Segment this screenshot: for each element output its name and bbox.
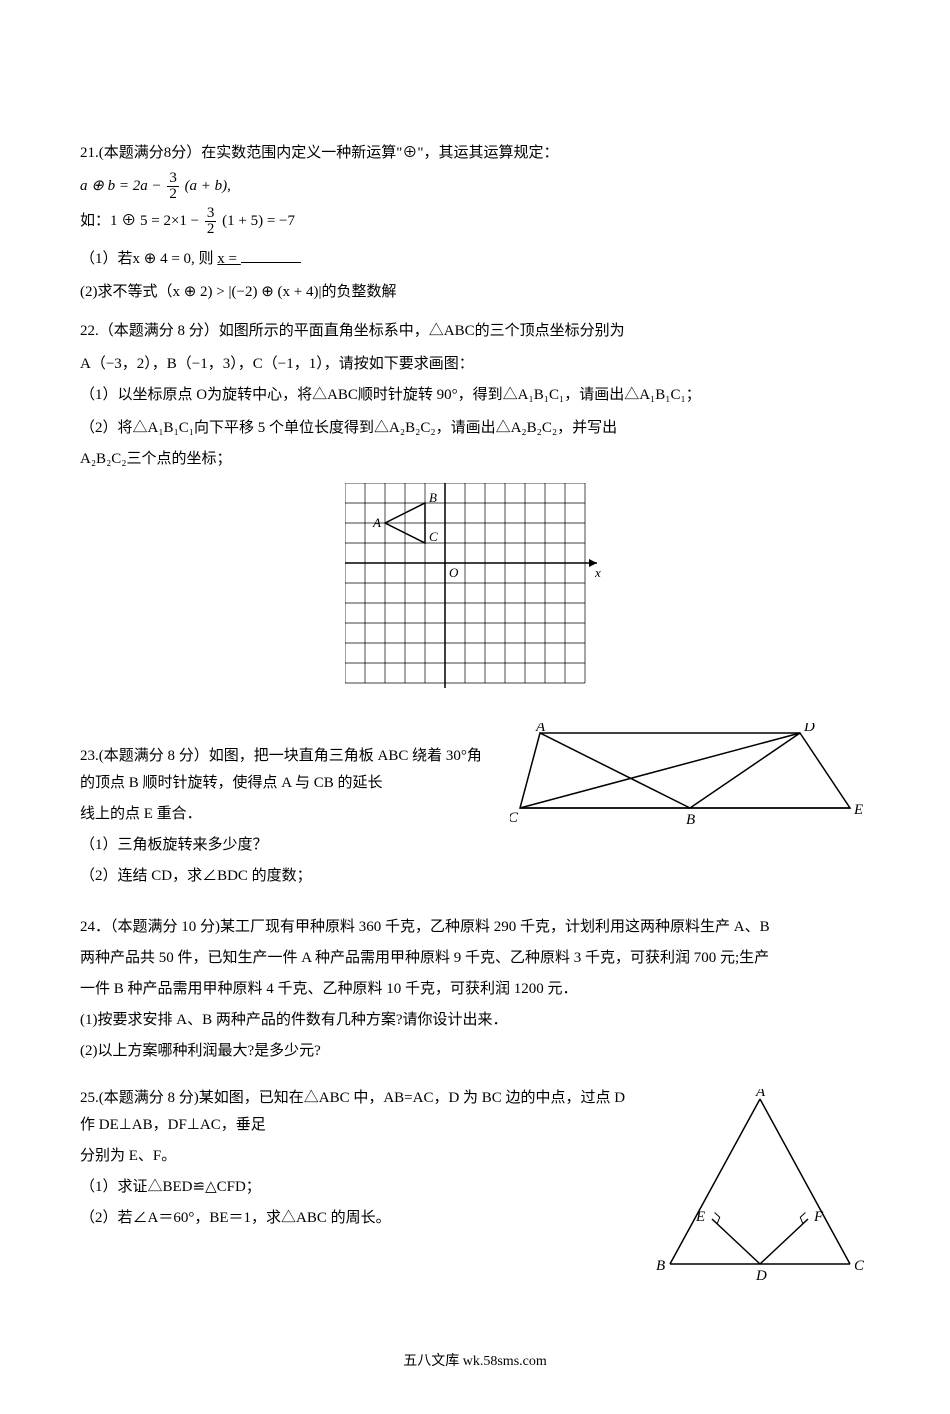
q21-f2-prefix: 如：1 ⊕ 5 = 2×1 − (80, 213, 203, 229)
svg-text:A: A (755, 1089, 766, 1100)
q21-f1-prefix: a ⊕ b = 2a − (80, 178, 165, 194)
q24-line1: 24．（本题满分 10 分)某工厂现有甲种原料 360 千克，乙种原料 290 … (80, 914, 870, 941)
q21-formula-1: a ⊕ b = 2a − 3 2 (a + b), (80, 171, 870, 202)
q25-svg: A B C D E F (650, 1089, 870, 1289)
q22-line1: 22.（本题满分 8 分）如图所示的平面直角坐标系中，△ABC的三个顶点坐标分别… (80, 318, 870, 345)
q23-figure: A C B E D (510, 723, 870, 843)
svg-text:D: D (803, 723, 815, 735)
svg-text:C: C (510, 810, 519, 826)
svg-text:E: E (853, 802, 863, 818)
q21-f2-suffix: (1 + 5) = −7 (222, 213, 295, 229)
q23-line4: （2）连结 CD，求∠BDC 的度数； (80, 863, 870, 890)
q21-title: 21.(本题满分8分）在实数范围内定义一种新运算"⊕"，其运其运算规定： (80, 140, 870, 167)
q24-line4: (1)按要求安排 A、B 两种产品的件数有几种方案?请你设计出来． (80, 1007, 870, 1034)
svg-text:B: B (656, 1258, 665, 1274)
svg-text:C: C (429, 529, 438, 544)
q21-part2: (2)求不等式（x ⊕ 2) > |(−2) ⊕ (x + 4)|的负整数解 (80, 279, 870, 306)
q24-line5: (2)以上方案哪种利润最大?是多少元? (80, 1038, 870, 1065)
q21-frac1-num: 3 (167, 171, 179, 187)
q22-line3: （1）以坐标原点 O为旋转中心，将△ABC顺时针旋转 90°，得到△A₁B₁C₁… (80, 382, 870, 409)
q22-line5: A₂B₂C₂三个点的坐标； (80, 446, 870, 473)
q21-blank (241, 245, 301, 263)
svg-text:B: B (429, 490, 437, 505)
q22-coordinate-grid: yxOABC (345, 483, 605, 713)
svg-text:x: x (594, 565, 601, 580)
q22-line4: （2）将△A₁B₁C₁向下平移 5 个单位长度得到△A₂B₂C₂，请画出△A₂B… (80, 415, 870, 442)
q22-line2: A（−3，2），B（−1，3），C（−1，1），请按如下要求画图： (80, 351, 870, 378)
q21-part1: （1）若x ⊕ 4 = 0, 则 x = (80, 245, 870, 273)
q21-p1-x: x = (217, 251, 240, 267)
q21-frac1: 3 2 (167, 171, 179, 202)
q21-frac2-den: 2 (205, 222, 217, 237)
svg-text:B: B (686, 812, 695, 828)
q21-frac2: 3 2 (205, 206, 217, 237)
svg-text:E: E (695, 1209, 705, 1225)
q24-line3: 一件 B 种产品需用甲种原料 4 千克、乙种原料 10 千克，可获利润 1200… (80, 976, 870, 1003)
svg-text:C: C (854, 1258, 865, 1274)
svg-text:O: O (449, 565, 459, 580)
coord-grid-svg: yxOABC (345, 483, 605, 713)
q21-f1-suffix: (a + b), (185, 178, 231, 194)
svg-text:F: F (813, 1209, 824, 1225)
svg-text:A: A (372, 515, 381, 530)
q25-figure: A B C D E F (650, 1089, 870, 1289)
q21-formula-2: 如：1 ⊕ 5 = 2×1 − 3 2 (1 + 5) = −7 (80, 206, 870, 237)
svg-text:D: D (755, 1268, 767, 1284)
q21-p1-prefix: （1）若x ⊕ 4 = 0, 则 (80, 251, 214, 267)
svg-text:A: A (535, 723, 546, 735)
q21-frac1-den: 2 (167, 187, 179, 202)
q21-frac2-num: 3 (205, 206, 217, 222)
q23-svg: A C B E D (510, 723, 870, 843)
page-footer: 五八文库 wk.58sms.com (80, 1349, 870, 1374)
q24-line2: 两种产品共 50 件，已知生产一件 A 种产品需用甲种原料 9 千克、乙种原料 … (80, 945, 870, 972)
